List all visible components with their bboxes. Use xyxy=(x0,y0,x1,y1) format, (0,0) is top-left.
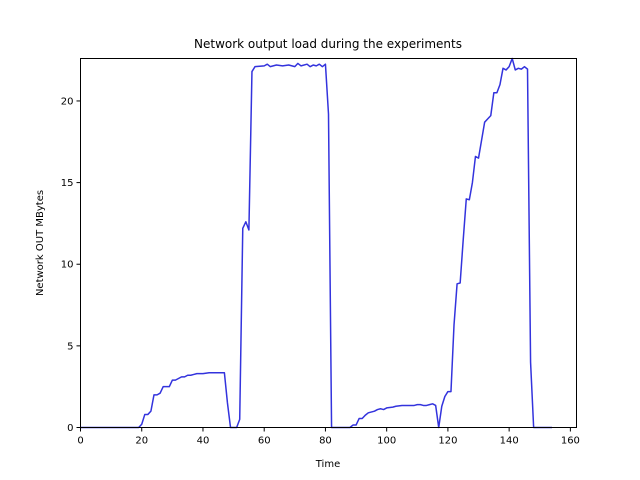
x-tick-label: 100 xyxy=(377,436,396,447)
x-tick-label: 20 xyxy=(135,436,148,447)
y-tick-label: 5 xyxy=(67,341,73,352)
x-tick-label: 60 xyxy=(258,436,271,447)
y-tick-label: 20 xyxy=(61,96,74,107)
chart-title: Network output load during the experimen… xyxy=(194,37,462,51)
y-axis-label: Network OUT MBytes xyxy=(35,190,46,296)
y-tick-label: 0 xyxy=(67,423,73,434)
series-line xyxy=(80,57,553,429)
x-tick-label: 80 xyxy=(319,436,332,447)
y-tick-label: 10 xyxy=(61,260,74,271)
x-axis: 0 20 40 60 80 100 120 140 160 xyxy=(77,427,580,447)
x-tick-label: 0 xyxy=(77,436,83,447)
x-tick-label: 140 xyxy=(500,436,519,447)
x-tick-label: 120 xyxy=(438,436,457,447)
plot-area xyxy=(80,57,553,429)
x-tick-label: 160 xyxy=(561,436,580,447)
x-tick-label: 40 xyxy=(197,436,210,447)
y-tick-label: 15 xyxy=(61,178,74,189)
x-axis-label: Time xyxy=(315,459,340,470)
y-axis: 0 5 10 15 20 xyxy=(61,96,81,434)
plot-frame xyxy=(80,58,577,428)
